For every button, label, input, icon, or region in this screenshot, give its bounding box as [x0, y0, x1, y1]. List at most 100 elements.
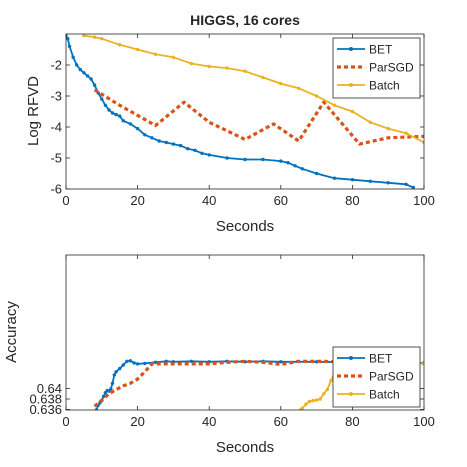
data-point-bet — [332, 176, 337, 180]
x-tick-label: 0 — [62, 414, 69, 429]
data-point-bet — [200, 151, 204, 155]
data-point-bet — [171, 142, 176, 146]
x-tick-label: 40 — [202, 193, 216, 208]
data-point-bet — [132, 361, 136, 365]
data-point-bet — [286, 161, 290, 165]
data-point-bet — [67, 44, 72, 49]
chart-rfvd-axes: 0 20 40 60 80 100 -6 -5 -4 -3 -2 — [50, 33, 435, 208]
data-point-batch — [307, 399, 312, 404]
data-point-bet — [110, 111, 115, 115]
data-point-bet — [114, 370, 118, 374]
chart-accuracy-ylabel: Accuracy — [3, 301, 20, 363]
axes-box — [65, 33, 425, 190]
data-point-bet — [118, 114, 122, 118]
data-point-bet — [114, 112, 118, 117]
y-tick-label: 0.638 — [29, 392, 62, 407]
data-point-batch — [118, 43, 122, 47]
y-tick-label: 0.636 — [29, 402, 62, 417]
data-point-bet — [107, 108, 111, 112]
data-point-batch — [422, 361, 424, 366]
data-point-bet — [404, 182, 408, 186]
data-point-batch — [318, 397, 322, 401]
data-point-bet — [350, 178, 355, 182]
data-point-bet — [94, 408, 99, 410]
data-point-bet — [164, 359, 168, 363]
x-tick-label: 80 — [345, 193, 359, 208]
chart-rfvd-ylabel: Log RFVD — [25, 76, 42, 146]
x-tick-label: 60 — [274, 193, 288, 208]
chart-rfvd-title: HIGGS, 16 cores — [190, 12, 300, 28]
data-point-batch — [92, 35, 97, 39]
x-tick-label: 100 — [413, 414, 435, 429]
chart-rfvd: HIGGS, 16 cores 0 20 40 60 80 100 -6 -5 -4 -3 -2 S… — [25, 12, 435, 235]
data-point-bet — [189, 359, 193, 363]
x-tick-label: 0 — [62, 193, 69, 208]
data-point-bet — [89, 77, 93, 81]
data-point-bet — [121, 363, 126, 367]
data-point-bet — [66, 34, 68, 38]
data-point-bet — [225, 156, 229, 160]
data-point-batch — [279, 81, 283, 86]
chart-rfvd-legend: BET ParSGD Batch — [332, 37, 421, 99]
data-point-batch — [153, 52, 158, 56]
legend-label-bet: BET — [369, 43, 393, 57]
data-point-bet — [243, 157, 247, 162]
data-point-bet — [121, 119, 126, 123]
data-point-bet — [109, 387, 113, 391]
data-point-bet — [386, 181, 390, 185]
y-tick-label: 0.64 — [37, 381, 62, 396]
data-point-bet — [110, 381, 115, 385]
data-point-bet — [293, 164, 297, 168]
data-point-batch — [314, 94, 319, 98]
data-point-bet — [103, 103, 108, 108]
data-point-batch — [100, 37, 104, 41]
data-point-bet — [143, 133, 147, 137]
data-point-bet — [193, 148, 197, 152]
data-point-bet — [153, 360, 158, 364]
chart-rfvd-xlabel: Seconds — [216, 218, 274, 235]
chart-accuracy-xlabel: Seconds — [216, 439, 274, 456]
data-point-batch — [261, 75, 265, 80]
legend-marker — [349, 47, 353, 51]
legend-label-parsgd: ParSGD — [369, 370, 414, 384]
x-tick-label: 80 — [345, 414, 359, 429]
axes-box — [65, 254, 425, 411]
x-tick-label: 60 — [274, 414, 288, 429]
data-point-bet — [75, 63, 79, 67]
data-point-bet — [186, 147, 190, 151]
data-point-bet — [279, 159, 283, 163]
data-point-bet — [150, 136, 154, 140]
data-point-bet — [118, 366, 122, 371]
data-point-bet — [101, 394, 106, 399]
legend-label-batch: Batch — [369, 79, 400, 93]
data-point-batch — [297, 86, 301, 91]
data-point-batch — [82, 34, 86, 38]
data-point-batch — [311, 398, 315, 403]
x-tick-label: 100 — [413, 193, 435, 208]
data-point-bet — [157, 139, 161, 143]
chart-rfvd-series-layer — [66, 34, 424, 189]
data-point-batch — [368, 120, 372, 125]
data-point-batch — [300, 406, 304, 410]
data-point-bet — [71, 55, 75, 59]
data-point-bet — [128, 122, 133, 126]
data-point-batch — [135, 47, 140, 52]
legend-label-bet: BET — [369, 352, 393, 366]
data-point-batch — [329, 379, 333, 383]
y-tick-label: -5 — [50, 151, 62, 166]
data-point-bet — [178, 143, 183, 148]
data-point-batch — [325, 387, 329, 392]
data-point-bet — [314, 171, 319, 176]
data-point-bet — [82, 71, 86, 75]
data-point-bet — [135, 126, 140, 131]
data-point-batch — [314, 398, 319, 402]
data-point-bet — [125, 359, 129, 363]
series-line-parsgd — [93, 359, 424, 408]
x-tick-label: 20 — [130, 414, 144, 429]
data-point-batch — [225, 66, 229, 70]
x-tick-label: 20 — [130, 193, 144, 208]
data-point-batch — [322, 392, 326, 396]
series-line-parsgd — [93, 88, 424, 146]
